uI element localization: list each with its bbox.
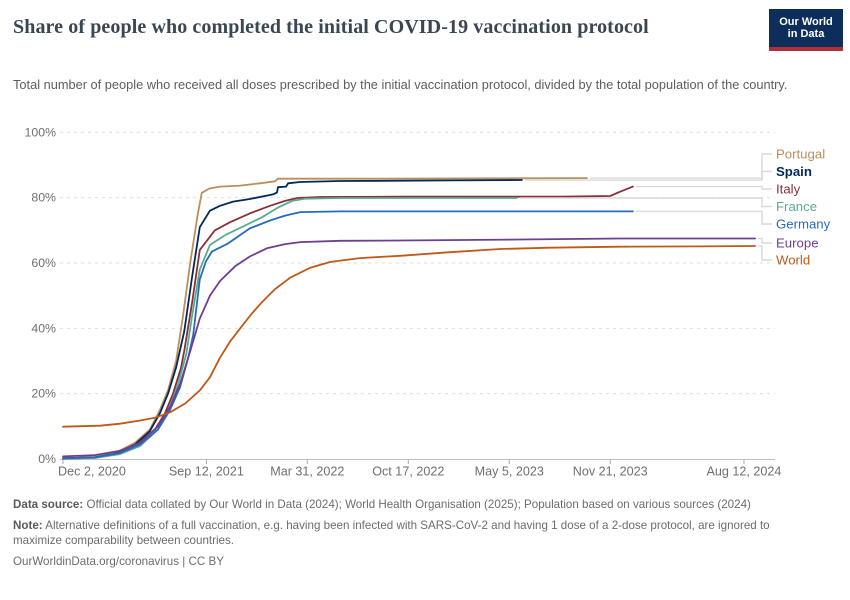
legend-connector-portugal: [589, 153, 772, 179]
series-line-spain[interactable]: [62, 179, 523, 460]
x-tick-label-3: Oct 17, 2022: [372, 465, 444, 479]
series-line-france[interactable]: [62, 197, 518, 460]
note-text: Alternative definitions of a full vaccin…: [13, 518, 770, 548]
series-line-italy[interactable]: [62, 185, 634, 460]
legend-label-portugal[interactable]: Portugal: [776, 147, 825, 162]
legend-connector-europe: [758, 237, 772, 244]
legend-connector-italy: [635, 185, 772, 190]
series-line-portugal[interactable]: [62, 177, 588, 459]
legend-label-france[interactable]: France: [776, 199, 817, 214]
separator: |: [179, 554, 189, 568]
datasource-line: Data source: Official data collated by O…: [13, 497, 805, 513]
y-tick-label-20: 20%: [31, 387, 56, 401]
x-tick-label-5: Nov 21, 2023: [573, 465, 648, 479]
owid-logo-line2: in Data: [787, 28, 825, 40]
datasource-label: Data source:: [13, 498, 84, 511]
x-tick-label-2: Mar 31, 2022: [270, 465, 344, 479]
legend-label-europe[interactable]: Europe: [776, 236, 819, 251]
chart-footer: Data source: Official data collated by O…: [13, 497, 805, 569]
chart-title: Share of people who completed the initia…: [13, 16, 649, 38]
series-line-europe[interactable]: [62, 237, 756, 458]
datasource-text: Official data collated by Our World in D…: [83, 498, 751, 511]
y-tick-label-0: 0%: [38, 452, 56, 466]
note-line: Note: Alternative definitions of a full …: [13, 518, 805, 549]
y-tick-label-100: 100%: [25, 125, 57, 139]
license-label[interactable]: CC BY: [188, 554, 224, 568]
x-tick-label-1: Sep 12, 2021: [169, 465, 244, 479]
series-line-world[interactable]: [62, 245, 756, 428]
owid-logo[interactable]: Our World in Data: [769, 9, 843, 51]
attribution-line: OurWorldinData.org/coronavirus | CC BY: [13, 554, 805, 570]
legend-connector-france: [519, 197, 772, 208]
x-tick-label-4: May 5, 2023: [475, 465, 544, 479]
x-tick-label-0: Dec 2, 2020: [58, 465, 126, 479]
legend-label-spain[interactable]: Spain: [776, 164, 812, 179]
note-label: Note:: [13, 518, 43, 532]
series-line-germany[interactable]: [62, 210, 634, 460]
chart-subtitle: Total number of people who received all …: [13, 77, 788, 92]
owid-logo-line1: Our World: [779, 16, 833, 28]
legend-connector-spain: [524, 170, 772, 181]
legend-label-italy[interactable]: Italy: [776, 182, 801, 197]
legend-connector-world: [758, 245, 772, 261]
legend-connector-germany: [635, 210, 772, 225]
y-tick-label-80: 80%: [31, 191, 56, 205]
owid-link[interactable]: OurWorldinData.org/coronavirus: [13, 554, 180, 568]
legend-label-germany[interactable]: Germany: [776, 217, 831, 232]
x-tick-label-6: Aug 12, 2024: [707, 465, 782, 479]
y-tick-label-40: 40%: [31, 321, 56, 335]
legend-label-world[interactable]: World: [776, 253, 810, 268]
y-tick-label-60: 60%: [31, 256, 56, 270]
